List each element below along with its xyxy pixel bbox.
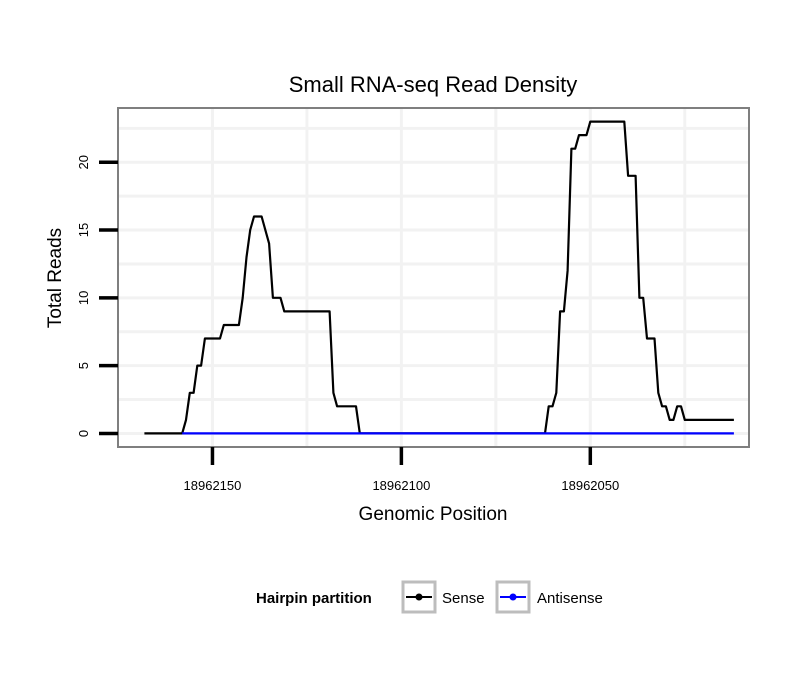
series-layer <box>144 120 734 435</box>
y-tick-label: 0 <box>76 430 91 437</box>
legend-label-sense: Sense <box>442 590 485 607</box>
y-axis: 0 5 10 15 20 <box>76 155 118 437</box>
series-line-sense <box>144 120 734 435</box>
legend: Hairpin partition Sense Antisense <box>256 580 603 614</box>
plot-border <box>117 107 750 448</box>
legend-item-antisense: Antisense <box>495 580 603 614</box>
y-tick-label: 10 <box>76 291 91 305</box>
y-tick-label: 15 <box>76 223 91 237</box>
y-tick-label: 20 <box>76 155 91 169</box>
legend-label-antisense: Antisense <box>537 590 603 607</box>
x-tick-label: 18962100 <box>372 478 430 493</box>
plot-background <box>118 108 749 447</box>
x-tick-label: 18962150 <box>184 478 242 493</box>
x-axis-title: Genomic Position <box>359 504 508 525</box>
x-axis: 18962150 18962100 18962050 <box>184 447 619 493</box>
y-tick-label: 5 <box>76 362 91 369</box>
legend-key-point-sense <box>415 593 423 601</box>
plot-panel <box>117 107 750 448</box>
x-tick-label: 18962050 <box>561 478 619 493</box>
chart-title: Small RNA-seq Read Density <box>289 72 578 97</box>
legend-key-point-antisense <box>509 593 517 601</box>
y-axis-title: Total Reads <box>45 228 66 328</box>
legend-title: Hairpin partition <box>256 590 372 607</box>
legend-item-sense: Sense <box>401 580 485 614</box>
